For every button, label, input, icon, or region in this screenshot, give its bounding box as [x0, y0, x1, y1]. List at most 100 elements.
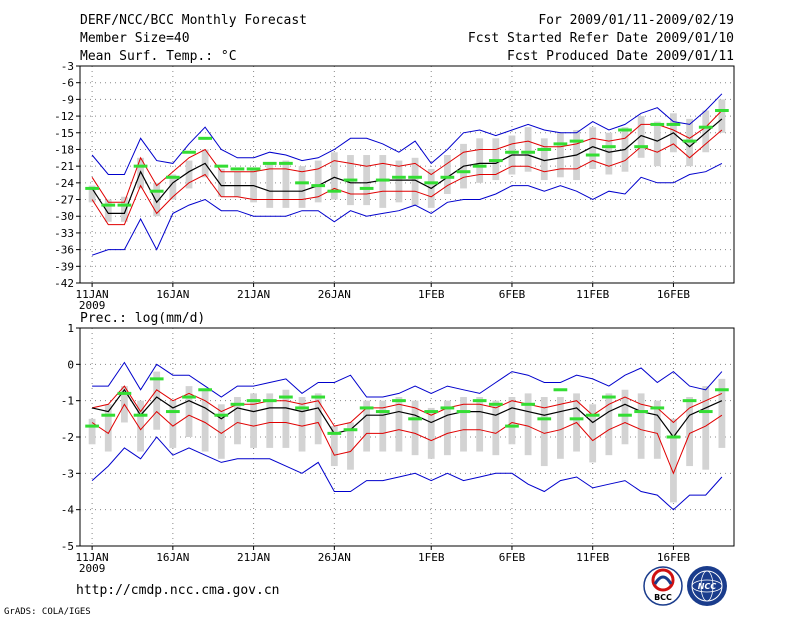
temp-observed-day-38	[682, 139, 697, 143]
temp-box-day-10	[234, 171, 241, 197]
precip-observed-day-16	[327, 431, 342, 435]
temp-xtick-label-2: 21JAN	[237, 288, 270, 301]
precip-box-day-27	[508, 397, 516, 445]
temp-xtick-sublabel-0: 2009	[79, 299, 106, 312]
precip-box-day-2	[104, 404, 112, 452]
temp-ytick-label-9: -30	[54, 210, 74, 223]
temp-observed-day-21	[408, 175, 422, 179]
temp-ytick-label-13: -42	[54, 277, 74, 290]
temp-ytick-label-3: -12	[54, 110, 74, 123]
grads-credit: GrADS: COLA/IGES	[4, 607, 91, 617]
precip-observed-day-11	[246, 399, 261, 403]
precip-box-day-25	[476, 397, 484, 452]
temp-ytick-label-6: -21	[54, 160, 74, 173]
temp-ytick-label-10: -33	[54, 227, 74, 240]
precip-observed-day-1	[85, 424, 99, 428]
precip-box-day-34	[621, 389, 629, 445]
precip-box-day-7	[185, 386, 193, 437]
precip-xtick-sublabel-0: 2009	[79, 562, 106, 575]
temp-box-day-30	[557, 132, 564, 178]
temp-ytick-label-12: -39	[54, 260, 74, 273]
precip-ytick-label-5: -4	[61, 504, 75, 517]
temp-observed-day-8	[198, 136, 213, 140]
precip-observed-day-3	[117, 391, 132, 395]
precip-observed-day-19	[375, 410, 390, 414]
temp-box-day-18	[363, 155, 371, 206]
precip-observed-day-29	[537, 417, 552, 421]
temp-box-day-12	[266, 163, 274, 208]
fcst-started-date: Fcst Started Refer Date 2009/01/10	[468, 31, 734, 46]
temp-observed-day-23	[440, 175, 455, 179]
temp-box-day-33	[605, 132, 613, 175]
bcc-logo: BCC	[643, 566, 683, 606]
precip-observed-day-4	[133, 413, 148, 417]
precip-observed-day-10	[230, 402, 245, 406]
temp-box-day-3	[121, 196, 128, 222]
precip-max-line	[92, 361, 723, 398]
temp-observed-day-34	[618, 128, 632, 132]
precip-box-day-24	[460, 397, 467, 452]
precip-observed-day-26	[488, 402, 503, 406]
precip-ytick-label-3: -2	[61, 431, 74, 444]
temp-box-day-39	[702, 110, 710, 153]
temp-observed-day-13	[279, 161, 293, 165]
temp-box-day-14	[298, 166, 306, 208]
precip-observed-day-22	[424, 410, 439, 414]
precip-box-day-8	[201, 389, 209, 452]
temp-ytick-label-11: -36	[54, 244, 74, 257]
temp-ytick-label-5: -18	[54, 143, 74, 156]
temp-ytick-label-2: -9	[61, 93, 74, 106]
temp-box-day-36	[653, 121, 661, 167]
temp-observed-day-25	[472, 164, 487, 168]
temp-observed-day-28	[521, 150, 535, 154]
temp-upper-line	[91, 110, 723, 203]
temp-observed-day-12	[262, 161, 277, 165]
precip-box-day-40	[718, 378, 726, 448]
precip-box-day-17	[347, 422, 354, 470]
fcst-produced-date: Fcst Produced Date 2009/01/11	[507, 49, 734, 64]
precip-observed-day-32	[585, 413, 600, 417]
temp-box-day-15	[314, 160, 322, 203]
precip-box-day-23	[443, 400, 451, 456]
temp-mean-line	[91, 118, 723, 214]
precip-observed-day-9	[214, 413, 229, 417]
precip-observed-day-28	[521, 402, 535, 406]
precip-observed-day-2	[101, 413, 116, 417]
temp-observed-day-16	[327, 189, 342, 193]
precip-observed-day-35	[634, 410, 649, 414]
temp-box-day-16	[330, 152, 338, 200]
temp-observed-day-7	[182, 150, 196, 154]
precip-xtick-label-2: 21JAN	[237, 551, 270, 564]
temp-xtick-label-0: 11JAN	[76, 288, 109, 301]
precip-xtick-label-0: 11JAN	[76, 551, 109, 564]
precip-ytick-label-0: 1	[67, 322, 74, 335]
bcc-logo-text: BCC	[654, 593, 672, 602]
precip-observed-day-38	[682, 399, 697, 403]
temp-observed-day-2	[101, 203, 116, 207]
temp-xtick-label-6: 11FEB	[576, 288, 609, 301]
source-url[interactable]: http://cmdp.ncc.cma.gov.cn	[76, 583, 280, 598]
temp-max-line	[91, 93, 723, 175]
ncc-logo: NCC	[687, 566, 727, 606]
precip-box-day-37	[670, 418, 677, 503]
precip-box-day-30	[557, 397, 564, 459]
temp-observed-day-5	[149, 189, 164, 193]
temp-observed-day-29	[537, 147, 552, 151]
precip-xtick-label-4: 1FEB	[418, 551, 445, 564]
precip-observed-day-40	[715, 388, 729, 392]
precip-box-day-29	[540, 397, 548, 467]
precip-observed-day-8	[198, 388, 213, 392]
precip-box-day-35	[637, 393, 645, 459]
temp-ytick-label-4: -15	[54, 127, 74, 140]
precip-box-day-15	[314, 393, 322, 445]
precip-xtick-label-6: 11FEB	[576, 551, 609, 564]
member-size-label: Member Size=40	[80, 31, 190, 46]
precip-box-day-19	[379, 400, 387, 452]
temp-observed-day-35	[634, 145, 649, 149]
temp-observed-day-14	[295, 181, 309, 185]
temp-box-day-35	[637, 116, 645, 158]
temp-box-day-1	[88, 185, 96, 203]
temp-xtick-label-4: 1FEB	[418, 288, 445, 301]
temp-observed-day-27	[505, 150, 519, 154]
